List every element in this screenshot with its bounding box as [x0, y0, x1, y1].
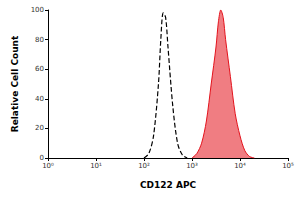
- svg-text:100: 100: [31, 6, 44, 14]
- svg-text:10⁵: 10⁵: [282, 162, 294, 170]
- svg-text:40: 40: [35, 95, 44, 103]
- svg-text:20: 20: [35, 124, 44, 132]
- svg-text:80: 80: [35, 36, 44, 44]
- svg-text:0: 0: [39, 154, 44, 162]
- svg-text:10³: 10³: [186, 162, 198, 170]
- svg-text:10¹: 10¹: [90, 162, 102, 170]
- svg-text:Relative Cell Count: Relative Cell Count: [10, 35, 20, 132]
- svg-text:60: 60: [35, 65, 44, 73]
- svg-text:CD122 APC: CD122 APC: [140, 180, 197, 190]
- svg-text:10⁴: 10⁴: [234, 162, 246, 170]
- svg-text:10²: 10²: [138, 162, 150, 170]
- svg-text:10⁰: 10⁰: [42, 162, 54, 170]
